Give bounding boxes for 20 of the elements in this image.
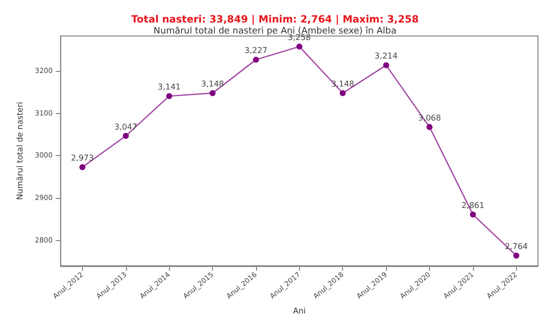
point (122, 132, 129, 139)
point (79, 164, 86, 170)
data-label: 3,047 (114, 122, 138, 132)
data-label: 3,148 (201, 80, 224, 89)
point (340, 90, 346, 96)
chart-title: Total nasteri: 33,849 | Minim: 2,764 | Maxim: 3,258 (131, 14, 419, 26)
y-axis-title: Numărul total de nasteri (16, 102, 24, 200)
point (426, 124, 433, 130)
point (166, 93, 172, 100)
point (470, 212, 476, 218)
data-label: 3,141 (158, 82, 181, 92)
point (513, 252, 520, 259)
point (210, 90, 216, 96)
data-label: 3,227 (244, 46, 268, 56)
x-axis-title: Ani (292, 306, 306, 316)
point (252, 56, 259, 63)
data-label: 2,973 (70, 154, 94, 163)
data-label: 3,214 (374, 52, 398, 61)
point (296, 44, 302, 50)
point (383, 62, 390, 68)
